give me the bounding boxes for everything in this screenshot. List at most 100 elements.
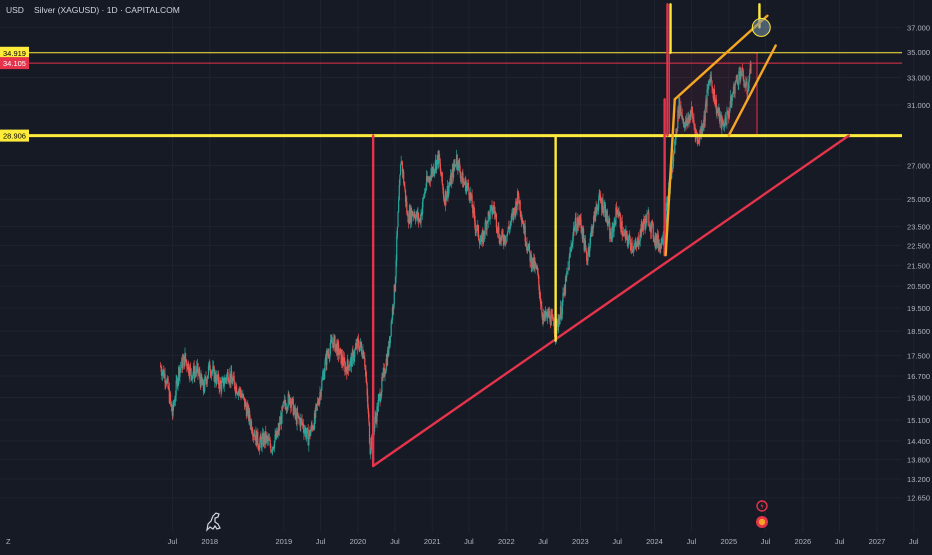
candle-body bbox=[577, 218, 580, 226]
candle-body bbox=[684, 123, 686, 128]
candle-body bbox=[265, 431, 267, 442]
candle-body bbox=[449, 175, 452, 184]
candle-body bbox=[567, 267, 569, 272]
candle-body bbox=[191, 375, 193, 380]
candle-body bbox=[419, 219, 422, 223]
candle-body bbox=[738, 71, 741, 73]
candle-body bbox=[194, 371, 197, 373]
candle-body bbox=[476, 225, 478, 231]
candle-body bbox=[484, 222, 486, 235]
candle-body bbox=[649, 226, 651, 228]
candle-body bbox=[585, 248, 587, 252]
candle-body bbox=[737, 79, 739, 85]
candle-body bbox=[272, 447, 274, 449]
candle-body bbox=[342, 362, 344, 366]
candle-body bbox=[416, 211, 418, 216]
candle-body bbox=[182, 359, 184, 369]
candle-body bbox=[313, 413, 316, 430]
candle-body bbox=[424, 191, 426, 197]
candle-body bbox=[184, 352, 187, 360]
candle-body bbox=[343, 357, 345, 366]
dino-logo-icon bbox=[206, 512, 221, 532]
trendline[interactable] bbox=[673, 14, 769, 101]
candle-body bbox=[201, 380, 203, 386]
candle-body bbox=[453, 163, 455, 167]
candle-body bbox=[432, 167, 434, 174]
candle-body bbox=[364, 366, 366, 371]
candle-body bbox=[392, 307, 394, 310]
candle-body bbox=[360, 342, 362, 347]
candle-body bbox=[586, 260, 588, 262]
candle-body bbox=[595, 207, 597, 210]
candle-body bbox=[635, 242, 637, 247]
event-dividend-icon[interactable] bbox=[756, 516, 768, 528]
candle-body bbox=[619, 213, 621, 228]
x-tick-label: Jul bbox=[612, 537, 622, 546]
candle-body bbox=[401, 161, 403, 163]
candle-body bbox=[432, 167, 435, 175]
candle-body bbox=[493, 206, 495, 209]
candle-body bbox=[228, 381, 230, 383]
candle-body bbox=[462, 182, 465, 188]
target-circle[interactable] bbox=[751, 17, 771, 37]
candle-body bbox=[571, 245, 573, 247]
candle-body bbox=[662, 237, 664, 240]
x-tick-label: Jul bbox=[538, 537, 548, 546]
candle-body bbox=[628, 235, 630, 241]
candle-body bbox=[677, 109, 680, 118]
candle-body bbox=[742, 67, 744, 71]
candle-body bbox=[465, 179, 467, 193]
candle-body bbox=[320, 389, 322, 397]
event-lightning-icon[interactable] bbox=[756, 500, 768, 512]
candle-body bbox=[368, 422, 371, 444]
candle-body bbox=[280, 416, 282, 424]
candle-body bbox=[354, 349, 356, 358]
candle-body bbox=[474, 221, 476, 231]
candle-body bbox=[163, 373, 166, 378]
candle-body bbox=[713, 89, 716, 104]
candle-body bbox=[334, 345, 337, 351]
candle-body bbox=[417, 213, 420, 222]
y-tick-label: 37.000 bbox=[907, 23, 930, 32]
candle-body bbox=[490, 205, 493, 207]
candle-body bbox=[295, 413, 298, 425]
candle-body bbox=[686, 118, 688, 124]
candle-body bbox=[441, 172, 443, 185]
candle-body bbox=[492, 206, 494, 212]
candle-body bbox=[562, 293, 564, 303]
candle-body bbox=[276, 431, 278, 437]
candle-body bbox=[427, 179, 430, 181]
candle-body bbox=[485, 222, 487, 224]
candle-body bbox=[701, 126, 703, 132]
candle-body bbox=[409, 209, 411, 223]
y-tick-label: 20.500 bbox=[907, 282, 930, 291]
candle-body bbox=[518, 200, 521, 204]
trendline[interactable] bbox=[727, 44, 777, 137]
candle-body bbox=[477, 225, 479, 238]
candle-body bbox=[503, 240, 505, 244]
candle-body bbox=[571, 244, 573, 246]
candle-body bbox=[721, 118, 724, 126]
candle-body bbox=[174, 395, 177, 401]
candle-body bbox=[604, 204, 606, 207]
candle-body bbox=[215, 380, 217, 384]
candle-body bbox=[356, 344, 358, 349]
candle-body bbox=[546, 311, 549, 318]
candle-body bbox=[318, 403, 320, 405]
candle-body bbox=[672, 161, 674, 169]
trendline[interactable] bbox=[371, 134, 850, 468]
candle-body bbox=[541, 313, 544, 321]
candle-body bbox=[454, 164, 456, 167]
trendline[interactable] bbox=[664, 98, 676, 257]
x-tick-label: 2023 bbox=[572, 537, 589, 546]
candle-body bbox=[504, 235, 506, 243]
candle-body bbox=[195, 372, 197, 373]
candle-body bbox=[539, 294, 541, 299]
candle-body bbox=[202, 380, 204, 386]
y-tick-label: 17.500 bbox=[907, 351, 930, 360]
range-rectangle[interactable] bbox=[669, 52, 758, 137]
candle-body bbox=[326, 350, 329, 355]
candle-body bbox=[183, 355, 185, 360]
